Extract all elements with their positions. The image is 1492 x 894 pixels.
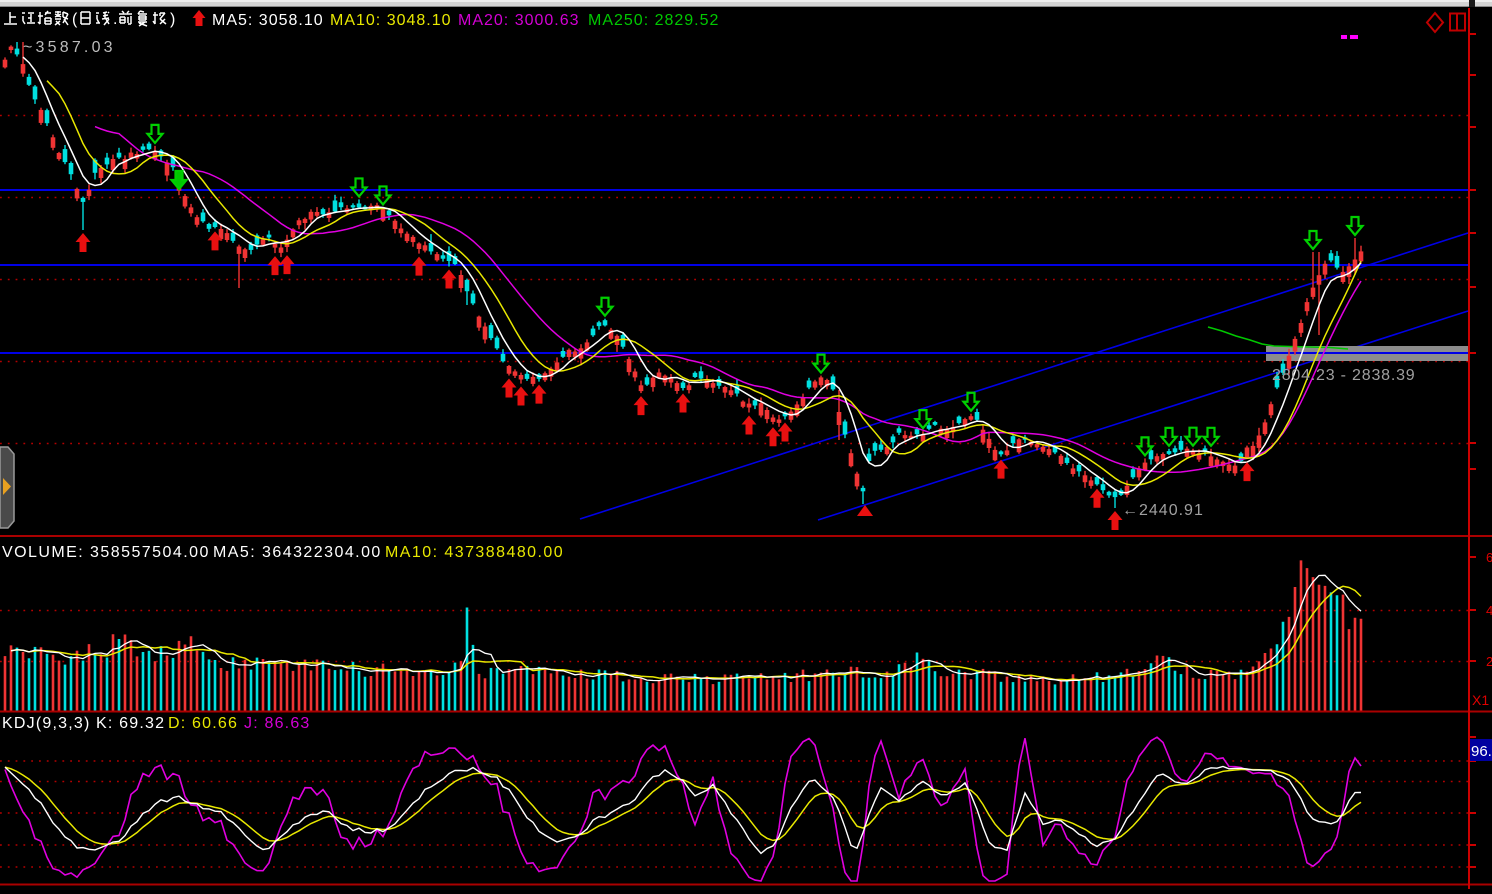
- svg-text:2804.23 - 2838.39: 2804.23 - 2838.39: [1272, 367, 1416, 384]
- svg-text:4: 4: [1486, 603, 1492, 618]
- svg-text:MA250: 2829.52: MA250: 2829.52: [588, 12, 719, 29]
- svg-text:KDJ(9,3,3): KDJ(9,3,3): [2, 715, 90, 732]
- svg-text:MA5: 3058.10: MA5: 3058.10: [212, 12, 324, 29]
- svg-text:): ): [170, 11, 175, 28]
- svg-text:(: (: [72, 11, 78, 28]
- svg-text:MA10: 3048.10: MA10: 3048.10: [330, 12, 452, 29]
- svg-text:6: 6: [1486, 550, 1492, 565]
- svg-text:MA10: 437388480.00: MA10: 437388480.00: [385, 544, 564, 561]
- svg-text:.: .: [113, 11, 117, 28]
- svg-text:X1: X1: [1472, 692, 1489, 708]
- svg-text:~3587.03: ~3587.03: [23, 39, 116, 56]
- svg-text:K: 69.32: K: 69.32: [96, 715, 165, 732]
- svg-text:MA20: 3000.63: MA20: 3000.63: [458, 12, 580, 29]
- svg-text:96.: 96.: [1471, 743, 1492, 760]
- svg-text:J: 86.63: J: 86.63: [244, 715, 311, 732]
- svg-text:←2440.91: ←2440.91: [1122, 502, 1204, 519]
- svg-text:D: 60.66: D: 60.66: [168, 715, 238, 732]
- svg-text:2: 2: [1486, 654, 1492, 669]
- svg-text:MA5: 364322304.00: MA5: 364322304.00: [213, 544, 382, 561]
- svg-text:VOLUME: 358557504.00: VOLUME: 358557504.00: [2, 544, 210, 561]
